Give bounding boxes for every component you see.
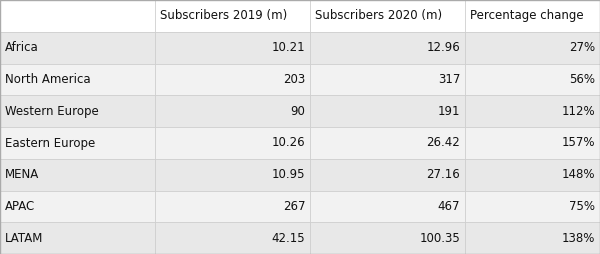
Bar: [465, 159, 600, 190]
Text: Subscribers 2019 (m): Subscribers 2019 (m): [160, 9, 287, 23]
Text: Subscribers 2020 (m): Subscribers 2020 (m): [315, 9, 442, 23]
Text: Western Europe: Western Europe: [5, 105, 98, 118]
Text: 75%: 75%: [569, 200, 595, 213]
Bar: [155, 127, 310, 159]
Text: 10.26: 10.26: [272, 136, 305, 150]
Text: MENA: MENA: [5, 168, 39, 181]
Text: Africa: Africa: [5, 41, 38, 54]
Text: 27.16: 27.16: [427, 168, 460, 181]
Text: 157%: 157%: [562, 136, 595, 150]
Bar: [310, 222, 465, 254]
Text: 90: 90: [290, 105, 305, 118]
Text: 317: 317: [438, 73, 460, 86]
Bar: [465, 96, 600, 127]
Bar: [310, 127, 465, 159]
Text: 112%: 112%: [562, 105, 595, 118]
Bar: [155, 64, 310, 96]
Text: 12.96: 12.96: [427, 41, 460, 54]
Bar: [0, 96, 155, 127]
Bar: [465, 127, 600, 159]
Bar: [310, 0, 465, 32]
Text: 10.95: 10.95: [272, 168, 305, 181]
Bar: [155, 0, 310, 32]
Bar: [465, 222, 600, 254]
Bar: [465, 64, 600, 96]
Bar: [0, 190, 155, 222]
Bar: [310, 190, 465, 222]
Text: 27%: 27%: [569, 41, 595, 54]
Bar: [0, 127, 155, 159]
Bar: [155, 190, 310, 222]
Text: 267: 267: [283, 200, 305, 213]
Text: 467: 467: [438, 200, 460, 213]
Text: 191: 191: [438, 105, 460, 118]
Bar: [465, 32, 600, 64]
Text: 148%: 148%: [562, 168, 595, 181]
Text: 100.35: 100.35: [419, 232, 460, 245]
Bar: [155, 96, 310, 127]
Bar: [465, 0, 600, 32]
Text: Percentage change: Percentage change: [470, 9, 583, 23]
Text: 203: 203: [283, 73, 305, 86]
Bar: [310, 32, 465, 64]
Bar: [0, 222, 155, 254]
Text: 138%: 138%: [562, 232, 595, 245]
Bar: [310, 64, 465, 96]
Bar: [0, 0, 155, 32]
Bar: [155, 159, 310, 190]
Bar: [465, 190, 600, 222]
Bar: [155, 222, 310, 254]
Bar: [0, 159, 155, 190]
Bar: [155, 32, 310, 64]
Text: North America: North America: [5, 73, 91, 86]
Text: 56%: 56%: [569, 73, 595, 86]
Text: APAC: APAC: [5, 200, 35, 213]
Bar: [0, 32, 155, 64]
Text: 10.21: 10.21: [272, 41, 305, 54]
Bar: [0, 64, 155, 96]
Text: Eastern Europe: Eastern Europe: [5, 136, 95, 150]
Text: 26.42: 26.42: [427, 136, 460, 150]
Text: LATAM: LATAM: [5, 232, 43, 245]
Bar: [310, 159, 465, 190]
Bar: [310, 96, 465, 127]
Text: 42.15: 42.15: [272, 232, 305, 245]
